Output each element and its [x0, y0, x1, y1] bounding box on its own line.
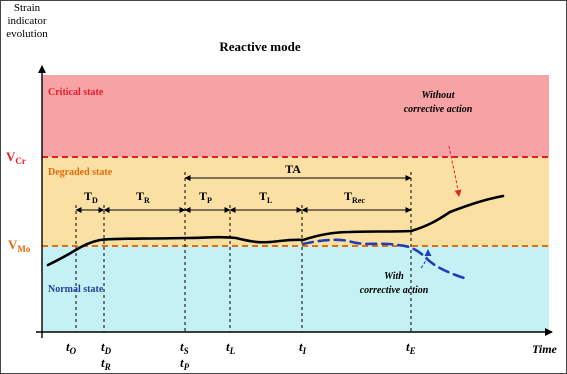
label-tD: tD [101, 339, 112, 356]
label-TP-sub: P [207, 196, 212, 205]
label-tE-main: t [406, 339, 410, 354]
label-tD-sub: D [104, 346, 112, 356]
with-correction-annotation: With corrective action [360, 271, 429, 296]
without-correction-line-1: Without [422, 90, 456, 101]
label-tS-main: t [180, 339, 184, 354]
label-tP-sub: P [184, 362, 190, 372]
label-tD-main: t [101, 339, 105, 354]
critical-state-label: Critical state [48, 87, 104, 98]
diagram-title: Reactive mode [219, 39, 300, 54]
y-axis-label-line-1: Strain [14, 2, 41, 14]
label-tO: tO [66, 339, 77, 356]
label-tL-main: t [226, 339, 230, 354]
label-TRec: TRec [344, 189, 365, 205]
label-tE: tE [406, 339, 416, 356]
label-tS-sub: S [184, 346, 189, 356]
label-TD-main: T [84, 189, 92, 203]
vmo-label: VMo [8, 237, 31, 254]
vmo-label-main: V [8, 237, 18, 252]
label-tS: tS [180, 339, 189, 356]
label-TP: TP [199, 189, 212, 205]
critical-zone [42, 75, 549, 157]
interval-labels: TA TD TR TP TL TRec [84, 162, 365, 205]
time-guides [75, 172, 412, 332]
without-correction-annotation: Without corrective action [404, 90, 473, 115]
label-tL: tL [226, 339, 236, 356]
label-TD-sub: D [92, 196, 98, 205]
label-tI: tI [299, 339, 307, 356]
label-TL: TL [259, 189, 272, 205]
without-correction-line-2: corrective action [404, 104, 473, 115]
degraded-state-label: Degraded state [48, 167, 113, 178]
label-TR: TR [136, 189, 150, 205]
normal-state-label: Normal state [48, 284, 104, 295]
vcr-label: VCr [6, 149, 26, 166]
label-TRec-main: T [344, 189, 352, 203]
interval-arrows [75, 175, 412, 213]
with-correction-line-2: corrective action [360, 285, 429, 296]
label-TL-sub: L [267, 196, 272, 205]
label-tL-sub: L [229, 346, 236, 356]
label-tR-sub: R [104, 362, 111, 372]
label-TA-main: TA [285, 162, 301, 176]
normal-zone [42, 246, 549, 332]
x-axis-label: Time [532, 342, 558, 356]
label-tR: tR [101, 355, 111, 372]
label-tR-main: t [101, 355, 105, 370]
strain-curve-without-correction [46, 194, 505, 267]
label-tI-main: t [299, 339, 303, 354]
vmo-label-sub: Mo [17, 244, 30, 254]
label-tI-sub: I [302, 346, 307, 356]
label-tP: tP [180, 355, 190, 372]
label-TR-sub: R [144, 196, 150, 205]
without-correction-pointer [448, 145, 462, 197]
degraded-zone [42, 157, 549, 246]
label-TP-main: T [199, 189, 207, 203]
label-tP-main: t [180, 355, 184, 370]
label-tO-sub: O [70, 346, 77, 356]
label-TL-main: T [259, 189, 267, 203]
with-correction-pointer [420, 249, 432, 269]
vcr-label-sub: Cr [15, 156, 26, 166]
label-TA: TA [285, 162, 301, 176]
label-TRec-sub: Rec [352, 196, 365, 205]
time-labels: tO tD tR tS tP tL tI tE [66, 339, 416, 372]
with-correction-line-1: With [384, 271, 404, 282]
vcr-label-main: V [6, 149, 16, 164]
strain-curve-with-correction [301, 238, 466, 280]
label-TD: TD [84, 189, 98, 205]
y-axis-label-line-3: evolution [6, 28, 48, 40]
label-TR-main: T [136, 189, 144, 203]
label-tO-main: t [66, 339, 70, 354]
label-tE-sub: E [409, 346, 416, 356]
y-axis-label: Strain indicator evolution [6, 2, 48, 40]
y-axis-label-line-2: indicator [7, 15, 46, 27]
